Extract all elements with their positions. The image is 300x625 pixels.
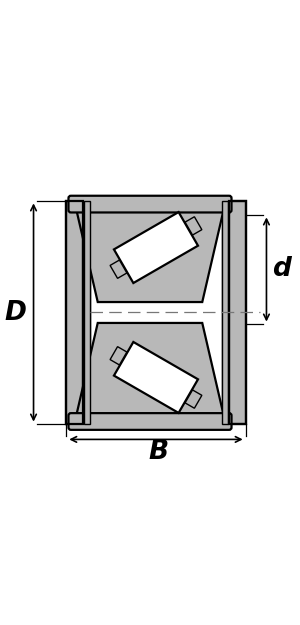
Polygon shape [185, 217, 202, 235]
Bar [84, 201, 90, 424]
Polygon shape [114, 342, 198, 413]
Text: B: B [149, 439, 169, 465]
Bar [229, 201, 246, 424]
Bar [90, 201, 222, 424]
FancyBboxPatch shape [68, 413, 232, 430]
Bar [222, 201, 228, 424]
Text: d: d [272, 256, 291, 282]
Bar [66, 201, 83, 424]
Bar [66, 201, 83, 424]
Polygon shape [110, 347, 127, 365]
Bar [229, 201, 246, 424]
Text: D: D [5, 299, 27, 326]
Polygon shape [110, 260, 127, 278]
Polygon shape [74, 199, 226, 302]
Bar [222, 201, 228, 424]
FancyBboxPatch shape [68, 196, 232, 212]
Polygon shape [185, 390, 202, 408]
Bar [90, 201, 222, 424]
Polygon shape [114, 212, 198, 283]
Polygon shape [74, 323, 226, 426]
Bar [84, 201, 90, 424]
